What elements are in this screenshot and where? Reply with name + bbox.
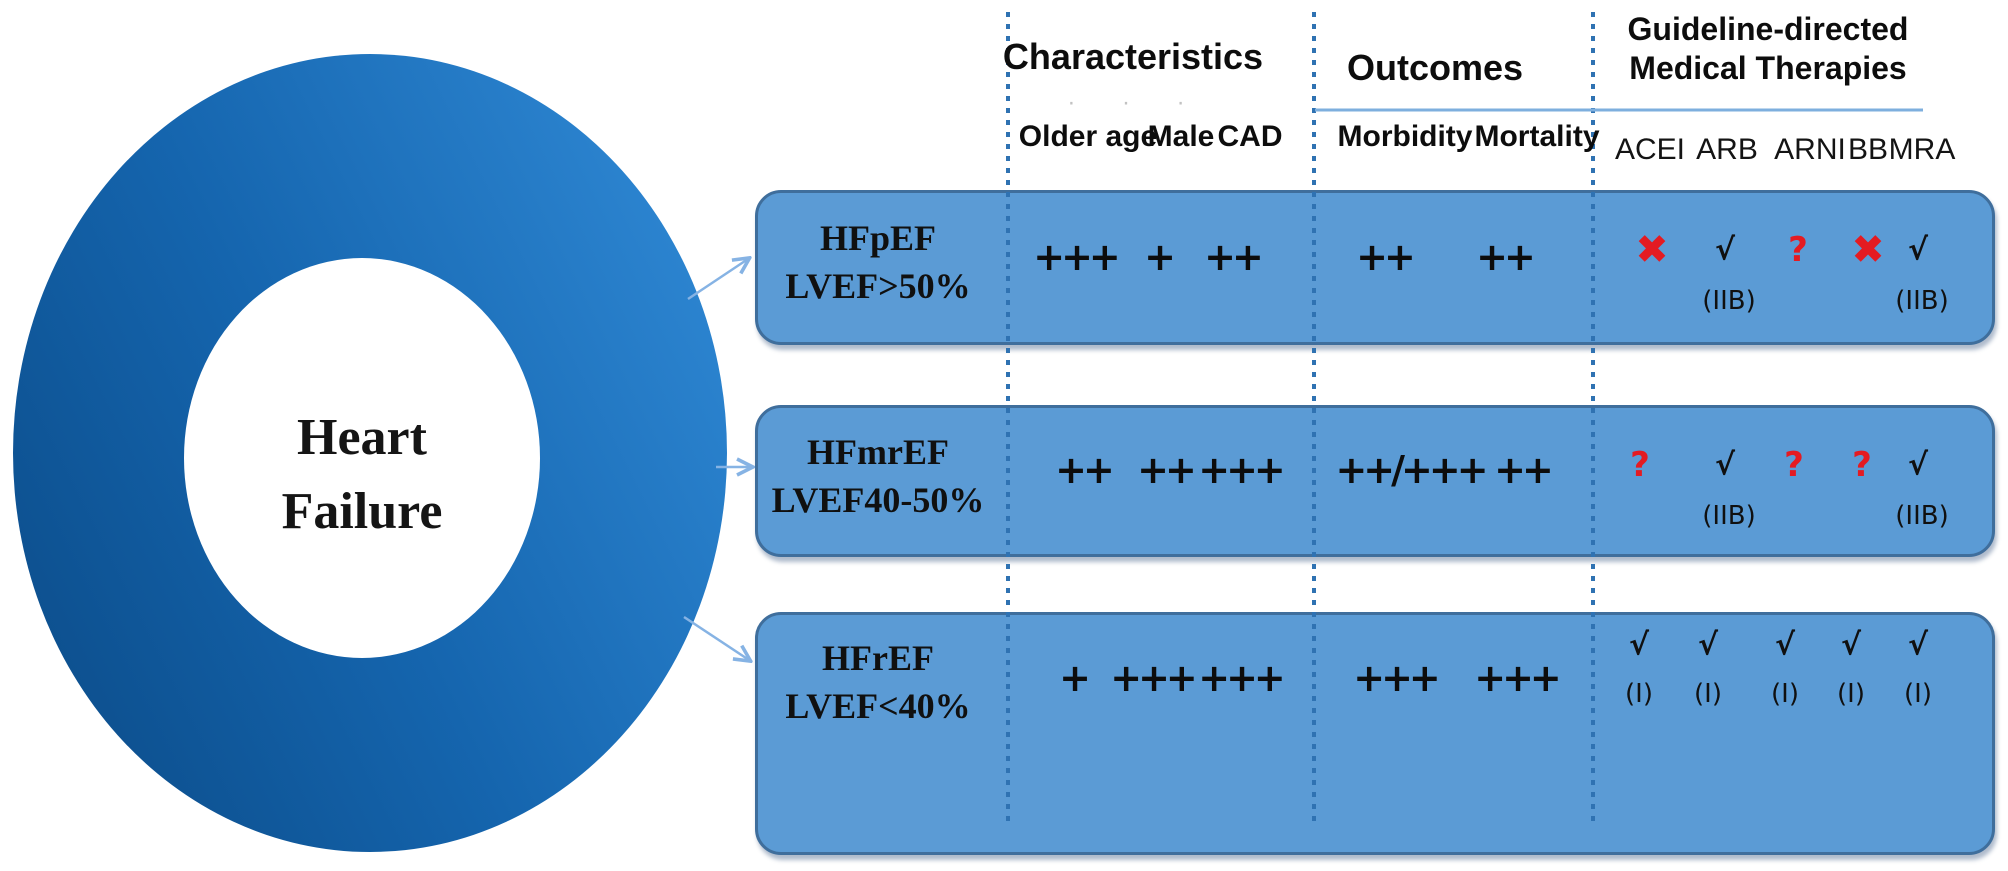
hfref-row [755, 612, 1995, 855]
arrow-hfref-icon [683, 615, 749, 660]
subheader-mra: MRA [1888, 133, 1956, 166]
hfmref-male-value: ++ [1137, 448, 1197, 492]
hfmref-bb-mark: ? [1852, 445, 1872, 485]
gdmt-title: Guideline-directed Medical Therapies [1628, 10, 1909, 88]
hfref-bb-class: (I) [1837, 679, 1865, 709]
subheader-male: Male [1147, 120, 1215, 153]
hfref-mra-mark: √ [1907, 627, 1929, 663]
hfpef-acei-mark: ✖ [1635, 227, 1669, 273]
hfpef-mra-class: (IIB) [1895, 286, 1949, 316]
hfmref-arni-mark: ? [1784, 445, 1804, 485]
characteristics-title: Characteristics [1002, 36, 1264, 77]
subheader-older-age: Older age [1018, 120, 1158, 153]
hfref-arb-mark: √ [1697, 627, 1719, 663]
hub-label-line1: Heart [297, 409, 427, 466]
hfpef-mra-mark: √ [1907, 232, 1929, 268]
hub-label-line2: Failure [281, 483, 443, 540]
hfpef-mortality-value: ++ [1476, 235, 1536, 279]
hfmref-morbidity-value: ++/+++ [1335, 448, 1488, 492]
hfref-older-age-value: + [1059, 656, 1091, 700]
subheader-arb: ARB [1696, 133, 1758, 166]
subheader-acei: ACEI [1614, 133, 1686, 166]
row-name-hfmref: HFmrEF [807, 432, 949, 472]
hfref-arni-class: (I) [1771, 679, 1799, 709]
hfref-acei-class: (I) [1625, 679, 1653, 709]
hfpef-morbidity-value: ++ [1356, 235, 1416, 279]
hfmref-arb-class: (IIB) [1702, 501, 1756, 531]
gdmt-title-line1: Guideline-directed [1627, 11, 1909, 47]
row-lvef-hfpef: LVEF>50% [785, 266, 971, 306]
hfmref-older-age-value: ++ [1055, 448, 1115, 492]
row-lvef-hfmref: LVEF40-50% [771, 480, 985, 520]
hfmref-row [755, 405, 1995, 557]
gdmt-title-line2: Medical Therapies [1629, 50, 1907, 86]
hfpef-arni-mark: ? [1788, 230, 1808, 270]
hfmref-acei-mark: ? [1630, 445, 1650, 485]
subheader-bb: BB [1847, 133, 1889, 166]
subheader-mortality: Mortality [1474, 120, 1600, 153]
hfref-male-value: +++ [1110, 656, 1198, 700]
hfmref-mra-mark: √ [1907, 447, 1929, 483]
hfref-mortality-value: +++ [1474, 656, 1562, 700]
faint-dots: · · · [1067, 89, 1205, 116]
subheader-arni: ARNI [1774, 133, 1846, 166]
hfpef-older-age-value: +++ [1033, 235, 1121, 279]
subheader-morbidity: Morbidity [1337, 120, 1473, 153]
hfmref-cad-value: +++ [1198, 448, 1286, 492]
hfpef-arb-class: (IIB) [1702, 286, 1756, 316]
row-name-hfref: HFrEF [822, 638, 934, 678]
arrow-hfpef-icon [687, 259, 748, 301]
hfref-morbidity-value: +++ [1353, 656, 1441, 700]
hfref-arb-class: (I) [1694, 679, 1722, 709]
row-lvef-hfref: LVEF<40% [785, 686, 971, 726]
hfmref-mra-class: (IIB) [1895, 501, 1949, 531]
hfmref-mortality-value: ++ [1494, 448, 1554, 492]
hfref-bb-mark: √ [1840, 627, 1862, 663]
hfpef-bb-mark: ✖ [1851, 227, 1885, 273]
row-name-hfpef: HFpEF [819, 218, 937, 258]
hfref-acei-mark: √ [1628, 627, 1650, 663]
hfref-cad-value: +++ [1198, 656, 1286, 700]
hfpef-male-value: + [1144, 235, 1176, 279]
outcomes-title: Outcomes [1346, 47, 1524, 88]
hfpef-arb-mark: √ [1714, 232, 1736, 268]
hfref-mra-class: (I) [1904, 679, 1932, 709]
hfpef-row [755, 190, 1995, 345]
hfref-arni-mark: √ [1774, 627, 1796, 663]
subheader-cad: CAD [1217, 120, 1283, 153]
hfmref-arb-mark: √ [1714, 447, 1736, 483]
hfpef-cad-value: ++ [1204, 235, 1264, 279]
hub-label: Heart Failure [282, 401, 443, 549]
